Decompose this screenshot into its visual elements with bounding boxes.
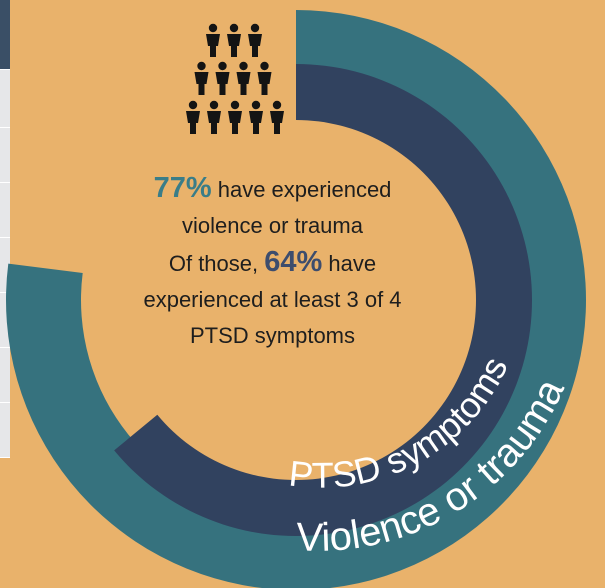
people-group-icon	[186, 23, 284, 134]
inner-ring-segment	[114, 64, 532, 537]
person-icon	[186, 100, 200, 134]
person-icon	[270, 100, 284, 134]
person-icon	[257, 61, 272, 95]
stat1-line2: violence or trauma	[182, 213, 363, 238]
table-cell	[0, 348, 10, 403]
stat1-line1: 77% have experienced	[153, 172, 392, 204]
table-edge-fragment	[0, 0, 10, 460]
person-icon	[236, 61, 251, 95]
stat2-value: 64%	[264, 246, 323, 278]
table-cell	[0, 238, 10, 293]
table-cell	[0, 403, 10, 458]
person-icon	[194, 61, 209, 95]
stat2-line2: experienced at least 3 of 4	[143, 287, 402, 312]
stat2-line1: Of those, 64% have	[168, 246, 377, 278]
person-icon	[215, 61, 230, 95]
person-icon	[227, 23, 241, 57]
person-icon	[207, 100, 221, 134]
center-annotation: 77% have experienced violence or trauma …	[90, 170, 455, 354]
stat1-value: 77%	[153, 172, 212, 204]
person-icon	[248, 23, 262, 57]
table-cell	[0, 183, 10, 238]
stat2-line3: PTSD symptoms	[189, 323, 356, 348]
table-cell	[0, 128, 10, 183]
table-header-cell	[0, 0, 10, 70]
table-cell	[0, 293, 10, 348]
person-icon	[228, 100, 242, 134]
person-icon	[206, 23, 220, 57]
person-icon	[249, 100, 263, 134]
table-cell	[0, 70, 10, 128]
